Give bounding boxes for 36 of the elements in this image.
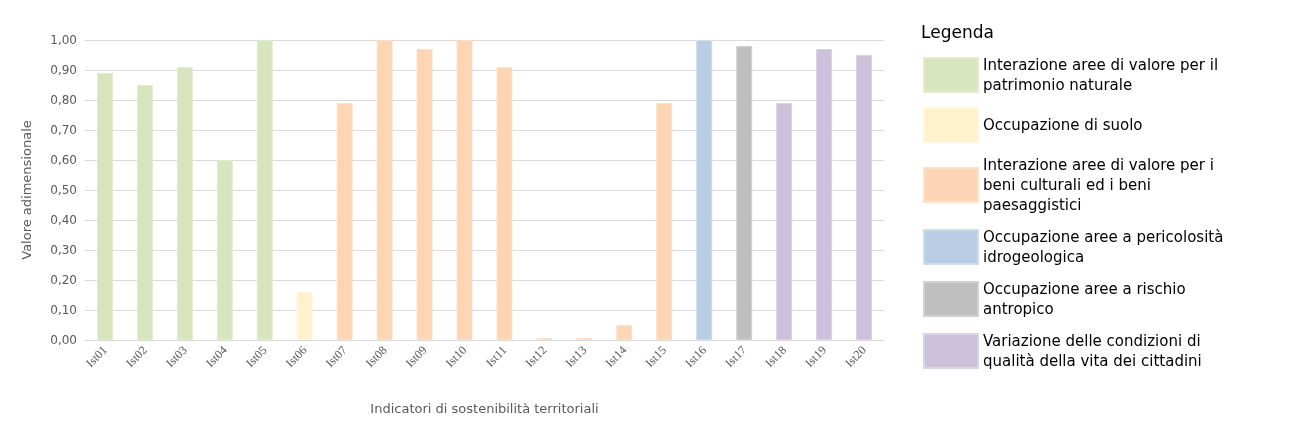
bar [176,67,193,340]
legend-label: Variazione delle condizioni di qualità della vita dei cittadini [983,332,1206,370]
y-tick-label: 0,80 [50,93,77,107]
y-tick-label: 0,60 [50,153,77,167]
bar [496,67,513,340]
bar [616,325,633,340]
bar [256,40,273,340]
y-axis-title: Valore adimensionale [19,120,34,260]
legend-title: Legenda [921,21,994,42]
legend-label: Interazione aree di valore per i beni culturali ed i beni paesaggistici [983,156,1219,214]
legend-label: Occupazione di suolo [983,116,1143,134]
y-tick-label: 0,10 [50,303,77,317]
x-axis-title: Indicatori di sostenibilità territoriali [370,401,599,416]
bar [656,103,673,340]
bar [696,40,713,340]
y-tick-label: 0,70 [50,123,77,137]
bar [376,40,393,340]
legend-label: Occupazione aree a rischio antropico [983,280,1191,318]
legend-label: Interazione aree di valore per il patrimonio naturale [983,56,1223,94]
bar [96,73,113,340]
y-tick-label: 0,20 [50,273,77,287]
legend-label: Occupazione aree a pericolosità idrogeologica [983,228,1229,266]
bar [216,160,233,340]
y-tick-label: 0,40 [50,213,77,227]
y-tick-label: 0,00 [50,333,77,347]
bar [336,103,353,340]
y-tick-label: 0,90 [50,63,77,77]
y-tick-label: 1,00 [50,33,77,47]
bar [296,292,313,340]
x-tick-label: Ist11 [482,343,510,370]
bar [136,85,153,340]
bar [456,40,473,340]
y-tick-label: 0,30 [50,243,77,257]
bar [416,49,433,340]
y-tick-label: 0,50 [50,183,77,197]
x-tick-label: Ist01 [83,343,110,370]
